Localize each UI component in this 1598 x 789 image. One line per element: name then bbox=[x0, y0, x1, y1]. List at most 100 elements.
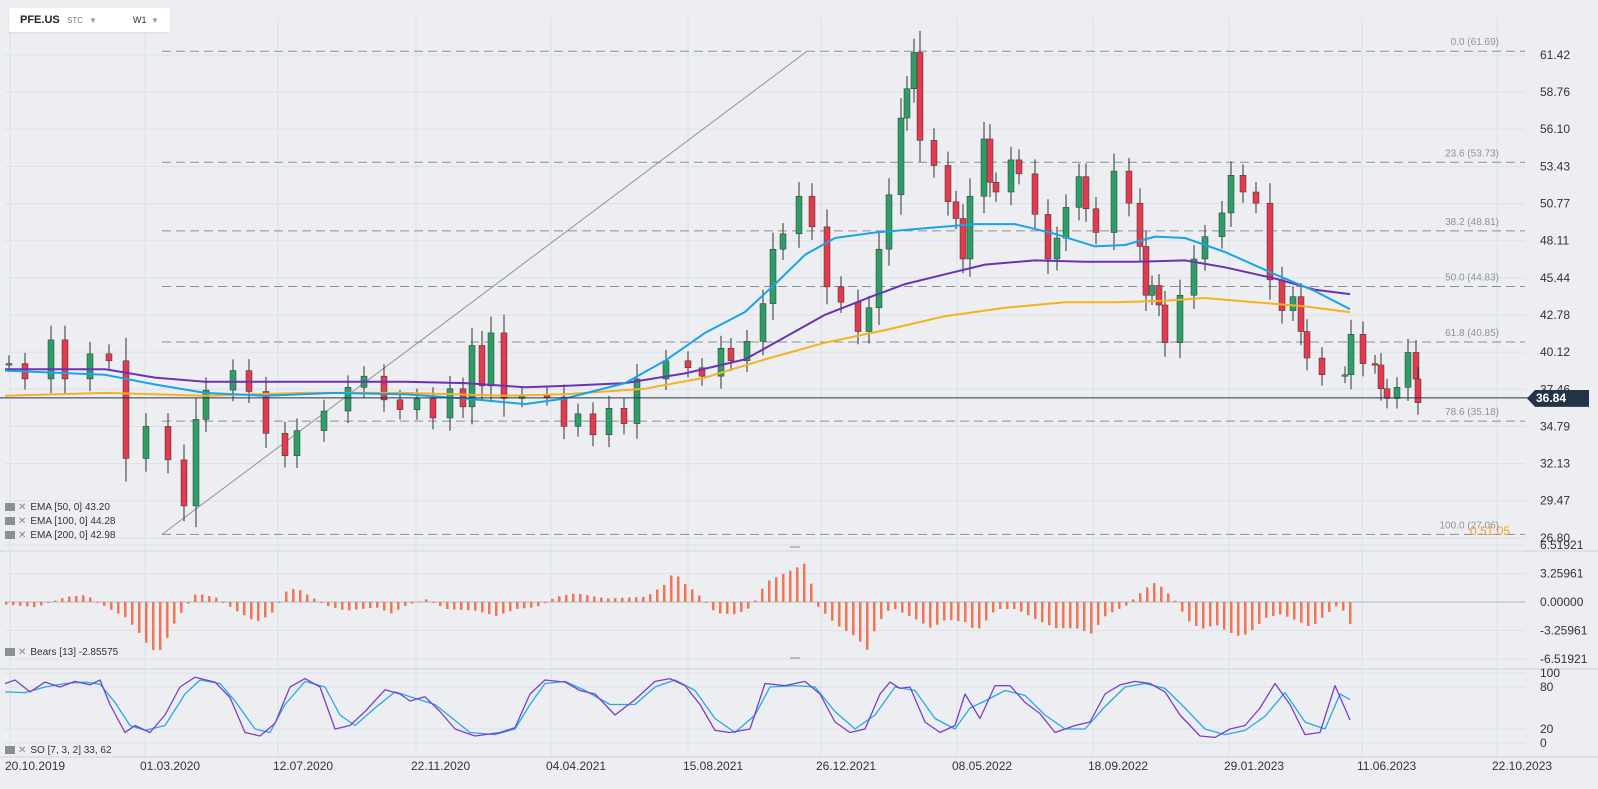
remove-indicator-icon[interactable]: ✕ bbox=[18, 647, 27, 658]
indicator-settings-icon[interactable] bbox=[5, 503, 15, 511]
bears-power-bar bbox=[1069, 602, 1072, 629]
candle-body bbox=[1266, 202, 1274, 281]
bears-power-bar bbox=[1300, 602, 1303, 623]
symbol-label[interactable]: PFE.US bbox=[20, 14, 60, 26]
bears-power-bar bbox=[950, 602, 953, 621]
candle-body bbox=[1318, 357, 1326, 376]
bears-power-bar bbox=[558, 596, 561, 602]
timeframe-dropdown-icon[interactable]: ▼ bbox=[151, 16, 159, 25]
legend-ema200[interactable]: ✕ EMA [200, 0] 42.98 bbox=[5, 530, 115, 541]
bears-power-bar bbox=[138, 602, 141, 633]
candle-body bbox=[865, 307, 873, 332]
bears-power-bar bbox=[698, 595, 701, 602]
remove-indicator-icon[interactable]: ✕ bbox=[18, 502, 27, 513]
candle-body bbox=[1239, 175, 1247, 193]
remove-indicator-icon[interactable]: ✕ bbox=[18, 516, 27, 527]
market-type-label[interactable]: STC bbox=[67, 16, 83, 25]
candle bbox=[605, 395, 613, 448]
bears-power-bar bbox=[782, 573, 785, 602]
candle bbox=[1142, 230, 1150, 311]
candle-body bbox=[779, 233, 787, 250]
candle bbox=[446, 375, 454, 431]
bears-power-bar bbox=[852, 602, 855, 636]
candle-body bbox=[446, 388, 454, 419]
indicator-settings-icon[interactable] bbox=[5, 648, 15, 656]
legend-ema100[interactable]: ✕ EMA [100, 0] 44.28 bbox=[5, 516, 115, 527]
bears-power-bar bbox=[523, 602, 526, 609]
bears-power-bar bbox=[1279, 602, 1282, 615]
bears-power-bar bbox=[978, 602, 981, 629]
bears-power-bar bbox=[1034, 602, 1037, 619]
bears-power-bar bbox=[229, 602, 232, 607]
candle-body bbox=[743, 341, 751, 362]
candle-body bbox=[344, 387, 352, 412]
bears-power-bar bbox=[1083, 602, 1086, 632]
symbol-toolbar[interactable]: PFE.US STC ▼ W1 ▼ bbox=[9, 8, 170, 32]
candle bbox=[885, 178, 893, 266]
price-axis-label: 48.11 bbox=[1540, 234, 1569, 248]
ema100-line bbox=[5, 259, 1351, 389]
candle bbox=[1377, 353, 1385, 401]
legend-ema50[interactable]: ✕ EMA [50, 0] 43.20 bbox=[5, 502, 110, 513]
remove-indicator-icon[interactable]: ✕ bbox=[18, 530, 27, 541]
candle-body bbox=[1110, 170, 1118, 233]
date-axis-label: 18.09.2022 bbox=[1088, 759, 1148, 773]
candle-body bbox=[478, 345, 486, 387]
price-axis-label: 45.44 bbox=[1540, 271, 1570, 285]
indicator-settings-icon[interactable] bbox=[5, 746, 15, 754]
candle-body bbox=[1377, 364, 1385, 389]
candle bbox=[992, 172, 1000, 202]
bears-axis-label: 6.51921 bbox=[1540, 538, 1584, 552]
candle bbox=[105, 344, 113, 371]
candle-body bbox=[1371, 363, 1379, 366]
bears-power-bar bbox=[509, 602, 512, 612]
candle bbox=[1393, 377, 1401, 409]
timeframe-label[interactable]: W1 bbox=[133, 15, 147, 25]
candle-body bbox=[823, 226, 831, 288]
bears-power-bar bbox=[957, 602, 960, 622]
bears-power-bar bbox=[761, 588, 764, 602]
legend-bears-text: Bears [13] -2.85575 bbox=[30, 647, 119, 658]
remove-indicator-icon[interactable]: ✕ bbox=[18, 745, 27, 756]
candle bbox=[1318, 347, 1326, 386]
bears-power-bar bbox=[642, 596, 645, 602]
candle-body bbox=[1201, 236, 1209, 260]
candle bbox=[1371, 355, 1379, 374]
bears-power-bar bbox=[817, 602, 820, 607]
bears-power-bar bbox=[663, 584, 666, 602]
indicator-settings-icon[interactable] bbox=[5, 531, 15, 539]
bears-power-bar bbox=[250, 602, 253, 620]
legend-bears[interactable]: ✕ Bears [13] -2.85575 bbox=[5, 647, 118, 658]
bears-power-bar bbox=[607, 598, 610, 602]
bears-power-bar bbox=[348, 602, 351, 611]
so-axis-label: 80 bbox=[1540, 680, 1554, 694]
date-axis-label: 01.03.2020 bbox=[140, 759, 200, 773]
bears-power-bar bbox=[236, 602, 239, 612]
candle-body bbox=[281, 433, 289, 456]
date-axis-label: 26.12.2021 bbox=[816, 759, 876, 773]
candle bbox=[192, 398, 200, 528]
bears-power-bar bbox=[110, 602, 113, 610]
candle-body bbox=[1044, 214, 1052, 260]
candle bbox=[122, 337, 130, 482]
date-axis-label: 08.05.2022 bbox=[952, 759, 1012, 773]
date-axis-label: 22.11.2020 bbox=[411, 759, 470, 773]
bears-power-bar bbox=[537, 602, 540, 607]
bears-power-bar bbox=[894, 602, 897, 610]
bears-power-bar bbox=[397, 602, 400, 610]
market-type-dropdown-icon[interactable]: ▼ bbox=[89, 16, 97, 25]
candle-body bbox=[47, 339, 55, 380]
candle-body bbox=[1015, 159, 1023, 175]
bears-power-bar bbox=[1167, 593, 1170, 602]
legend-so[interactable]: ✕ SO [7, 3, 2] 33, 62 bbox=[5, 745, 112, 756]
bears-power-bar bbox=[327, 602, 330, 607]
bears-power-bar bbox=[285, 591, 288, 602]
candle-body bbox=[1252, 191, 1260, 204]
bears-power-bar bbox=[439, 602, 442, 607]
candle-body bbox=[192, 419, 200, 507]
bears-power-bar bbox=[1342, 602, 1345, 611]
price-axis-label: 29.47 bbox=[1540, 494, 1570, 508]
indicator-settings-icon[interactable] bbox=[5, 517, 15, 525]
